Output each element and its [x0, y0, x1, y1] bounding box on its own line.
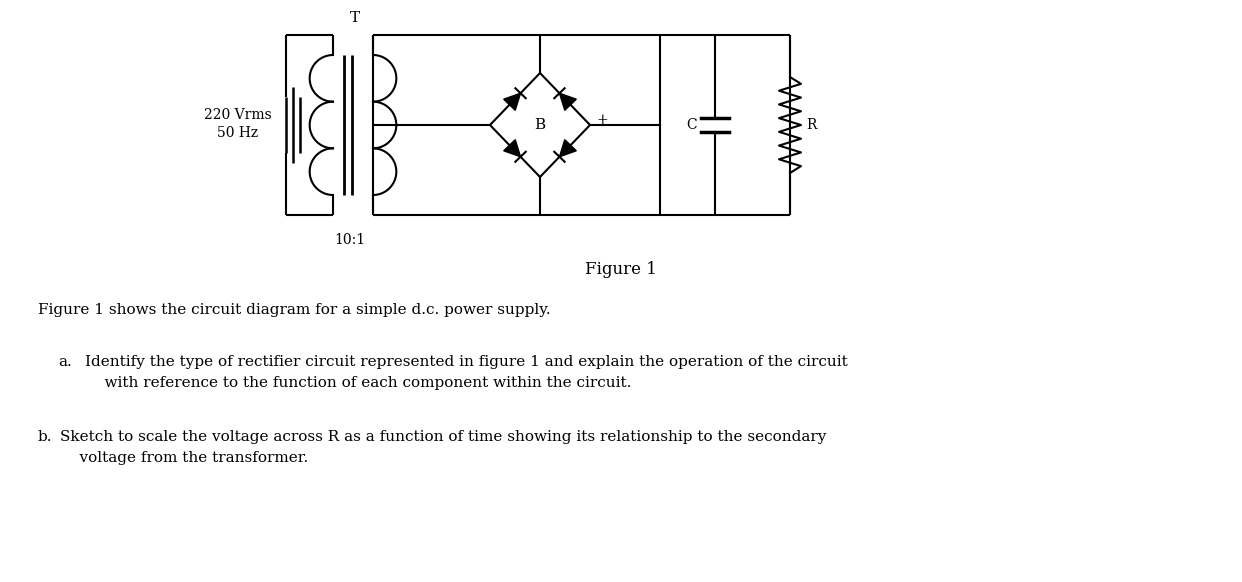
Text: C: C — [687, 118, 697, 132]
Polygon shape — [559, 93, 576, 111]
Text: R: R — [806, 118, 816, 132]
Text: B: B — [534, 118, 545, 132]
Text: +: + — [596, 113, 607, 127]
Text: b.: b. — [39, 430, 52, 444]
Polygon shape — [559, 140, 576, 157]
Text: Figure 1: Figure 1 — [585, 261, 657, 279]
Text: 220 Vrms: 220 Vrms — [204, 108, 272, 122]
Text: 10:1: 10:1 — [334, 233, 365, 247]
Text: T: T — [350, 11, 360, 25]
Polygon shape — [504, 140, 520, 157]
Text: 50 Hz: 50 Hz — [217, 126, 258, 140]
Text: Identify the type of rectifier circuit represented in figure 1 and explain the o: Identify the type of rectifier circuit r… — [84, 355, 848, 389]
Polygon shape — [504, 93, 520, 111]
Text: a.: a. — [58, 355, 72, 369]
Text: Sketch to scale the voltage across R as a function of time showing its relations: Sketch to scale the voltage across R as … — [60, 430, 826, 464]
Text: Figure 1 shows the circuit diagram for a simple d.c. power supply.: Figure 1 shows the circuit diagram for a… — [39, 303, 550, 317]
